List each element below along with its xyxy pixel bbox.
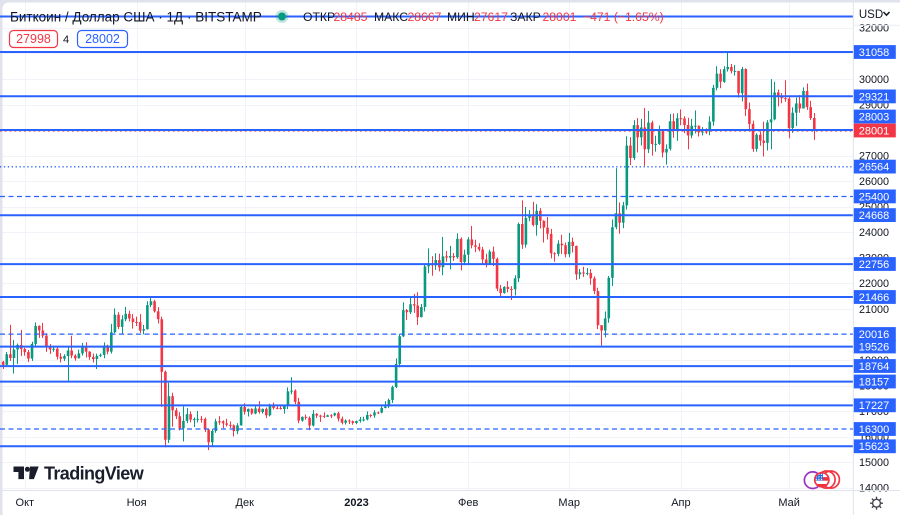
svg-text:4: 4 <box>63 34 69 46</box>
svg-text:30000: 30000 <box>859 74 889 86</box>
svg-text:28002: 28002 <box>85 32 120 46</box>
svg-text:18764: 18764 <box>859 361 890 373</box>
svg-text:31058: 31058 <box>859 47 890 59</box>
svg-text:21466: 21466 <box>859 292 890 304</box>
svg-text:2023: 2023 <box>344 497 368 509</box>
svg-text:USD: USD <box>859 9 883 21</box>
svg-text:Окт: Окт <box>16 497 35 509</box>
svg-text:Биткоин / Доллар США · 1Д · BI: Биткоин / Доллар США · 1Д · BITSTAMP <box>10 10 262 25</box>
svg-text:Дек: Дек <box>236 497 255 509</box>
svg-text:27000: 27000 <box>859 150 889 162</box>
svg-text:Мар: Мар <box>558 497 580 509</box>
svg-text:17227: 17227 <box>859 400 890 412</box>
svg-text:25400: 25400 <box>859 191 890 203</box>
svg-text:TradingView: TradingView <box>44 463 145 483</box>
svg-text:20016: 20016 <box>859 329 890 341</box>
svg-text:22756: 22756 <box>859 259 890 271</box>
svg-text:Фев: Фев <box>458 497 478 509</box>
svg-text:Апр: Апр <box>671 497 690 509</box>
svg-text:21000: 21000 <box>859 304 889 316</box>
svg-text:32000: 32000 <box>859 23 889 35</box>
svg-text:28001: 28001 <box>859 125 890 137</box>
svg-text:14000: 14000 <box>859 483 889 495</box>
svg-text:15000: 15000 <box>859 457 889 469</box>
svg-text:19526: 19526 <box>859 341 890 353</box>
svg-text:18157: 18157 <box>859 376 890 388</box>
svg-text:16300: 16300 <box>859 424 890 436</box>
svg-text:Май: Май <box>778 497 800 509</box>
svg-text:26564: 26564 <box>859 162 890 174</box>
svg-text:15623: 15623 <box>859 441 890 453</box>
svg-text:27998: 27998 <box>16 32 51 46</box>
svg-text:29321: 29321 <box>859 91 890 103</box>
svg-text:28003: 28003 <box>859 111 890 123</box>
svg-text:Ноя: Ноя <box>127 497 147 509</box>
svg-text:24000: 24000 <box>859 227 889 239</box>
svg-text:24668: 24668 <box>859 210 890 222</box>
svg-text:22000: 22000 <box>859 278 889 290</box>
svg-text:26000: 26000 <box>859 176 889 188</box>
